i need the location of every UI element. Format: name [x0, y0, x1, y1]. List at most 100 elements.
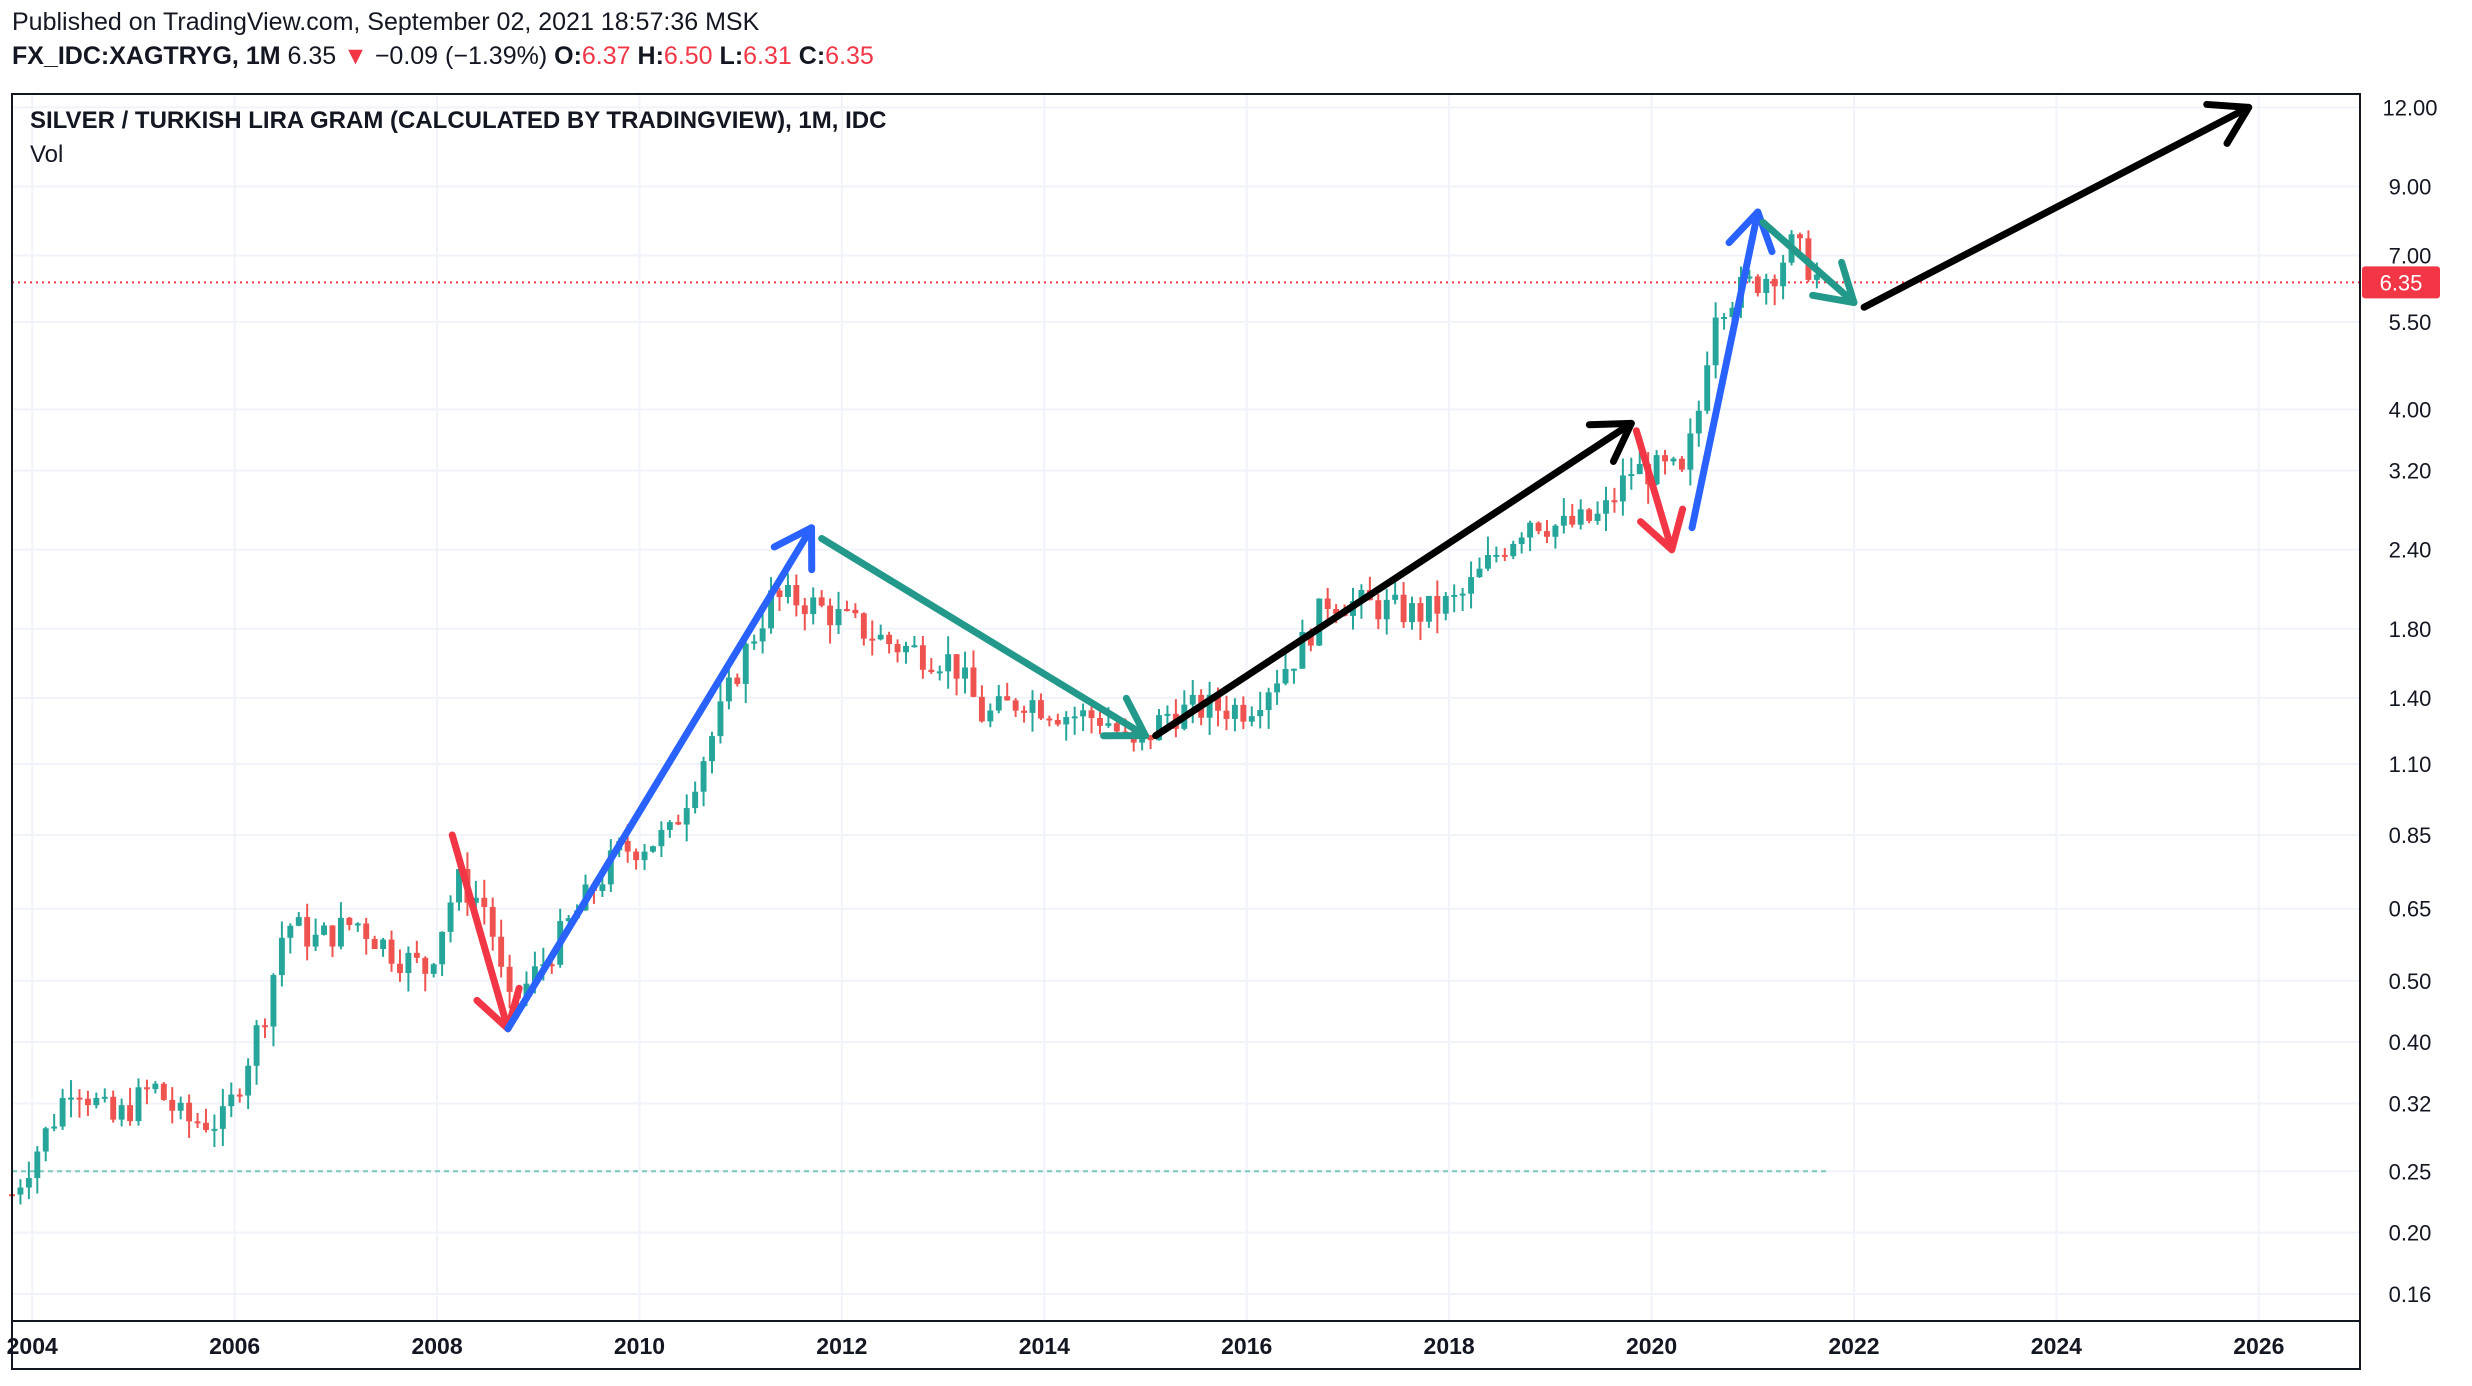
y-tick-label: 9.00	[2389, 174, 2432, 199]
candle-body	[1628, 474, 1635, 477]
candle-body	[371, 938, 378, 950]
candles	[9, 230, 1820, 1205]
y-tick-label: 5.50	[2389, 310, 2432, 335]
symbol[interactable]: FX_IDC:XAGTRYG, 1M	[12, 42, 281, 70]
x-tick-label: 2022	[1828, 1333, 1879, 1359]
y-tick-label: 1.10	[2389, 752, 2432, 777]
y-tick-label: 7.00	[2389, 244, 2432, 269]
candle-body	[228, 1094, 235, 1107]
candle-body	[1012, 700, 1019, 711]
candle-body	[1189, 694, 1196, 705]
close-value: 6.35	[825, 42, 874, 70]
candle-body	[844, 609, 850, 612]
trend-arrow-head	[2203, 100, 2253, 147]
candle-body	[1425, 595, 1432, 622]
candle-body	[304, 917, 311, 947]
trend-arrow-line	[448, 831, 512, 1033]
candle-body	[59, 1098, 66, 1127]
candle-body	[1265, 692, 1272, 711]
candle-body	[439, 931, 446, 965]
candle-body	[784, 585, 791, 598]
candle-body	[1434, 595, 1441, 614]
candle-body	[1451, 594, 1458, 597]
candle-body	[1459, 593, 1466, 596]
candle-body	[321, 925, 328, 935]
y-tick-label: 1.80	[2389, 617, 2432, 642]
candle-body	[1147, 735, 1154, 741]
candle-body	[127, 1105, 134, 1122]
candle-body	[1088, 710, 1095, 718]
candle-body	[759, 628, 766, 642]
candle-body	[675, 822, 682, 825]
candle-body	[1021, 710, 1028, 713]
candle-body	[1307, 631, 1314, 646]
candle-body	[1560, 515, 1567, 526]
candle-body	[456, 869, 462, 903]
candle-body	[17, 1187, 24, 1195]
candle-body	[978, 696, 985, 722]
candle-body	[110, 1096, 117, 1120]
y-tick-label: 3.20	[2389, 459, 2432, 484]
candle-body	[1670, 458, 1677, 462]
candle-body	[1417, 603, 1424, 622]
candle-body	[489, 906, 496, 937]
candle-body	[1240, 704, 1247, 722]
candle-body	[886, 634, 893, 645]
last-price-tag-bg	[2362, 266, 2440, 299]
candle-body	[1687, 433, 1694, 470]
candle-body	[1695, 410, 1702, 434]
candle-body	[1316, 598, 1323, 646]
candle-body	[472, 897, 479, 903]
y-tick-label: 12.00	[2382, 95, 2437, 120]
y-tick-label: 0.32	[2389, 1091, 2432, 1116]
trend-arrow-line	[1688, 208, 1762, 532]
candle-body	[68, 1097, 74, 1100]
low-value: 6.31	[743, 42, 792, 70]
candle-body	[1282, 668, 1289, 684]
x-tick-label: 2010	[614, 1333, 665, 1359]
candle-body	[430, 964, 437, 974]
candle-body	[683, 808, 690, 825]
candle-body	[751, 641, 758, 644]
candle-body	[1400, 594, 1407, 623]
candle-body	[177, 1102, 184, 1111]
candle-body	[1527, 522, 1534, 538]
trend-arrow-head	[1637, 505, 1687, 554]
x-tick-label: 2024	[2031, 1333, 2082, 1359]
candle-body	[363, 923, 370, 939]
x-tick-label: 2012	[816, 1333, 867, 1359]
candle-body	[262, 1025, 268, 1028]
candle-body	[801, 605, 808, 615]
time-axis[interactable]: 2004 2006 2008 2010 2012 2014 2016 2018 2020 2022…	[7, 1333, 2285, 1359]
x-tick-label: 2006	[209, 1333, 260, 1359]
candle-body	[962, 667, 968, 679]
y-tick-label: 0.40	[2389, 1030, 2432, 1055]
candle-body	[203, 1122, 209, 1131]
candle-body	[506, 966, 513, 992]
candle-body	[936, 671, 943, 674]
x-tick-label: 2014	[1019, 1333, 1070, 1359]
volume-indicator-label[interactable]: Vol	[30, 141, 63, 168]
candle-body	[169, 1099, 176, 1111]
price-axis[interactable]: 12.00 9.00 7.00 5.50 4.00 3.20 2.40 1.80 1.40 1.1…	[2382, 95, 2437, 1307]
candle-body	[666, 822, 673, 830]
candle-body	[852, 609, 859, 614]
candle-body	[1678, 458, 1685, 470]
trend-arrow-head	[1585, 419, 1635, 465]
candle-body	[1442, 596, 1449, 614]
candle-body	[397, 963, 403, 974]
candle-body	[1071, 716, 1078, 719]
candle-body	[1518, 537, 1525, 544]
y-tick-label: 0.65	[2389, 897, 2432, 922]
y-tick-label: 0.85	[2389, 823, 2432, 848]
candle-body	[1037, 700, 1044, 719]
candle-body	[51, 1126, 58, 1129]
candle-body	[953, 654, 960, 679]
candle-body	[270, 975, 277, 1027]
candle-body	[211, 1128, 218, 1131]
candle-body	[1797, 234, 1803, 239]
plot-frame	[11, 93, 2361, 1370]
trend-arrows	[448, 100, 2253, 1033]
x-tick-label: 2016	[1221, 1333, 1272, 1359]
